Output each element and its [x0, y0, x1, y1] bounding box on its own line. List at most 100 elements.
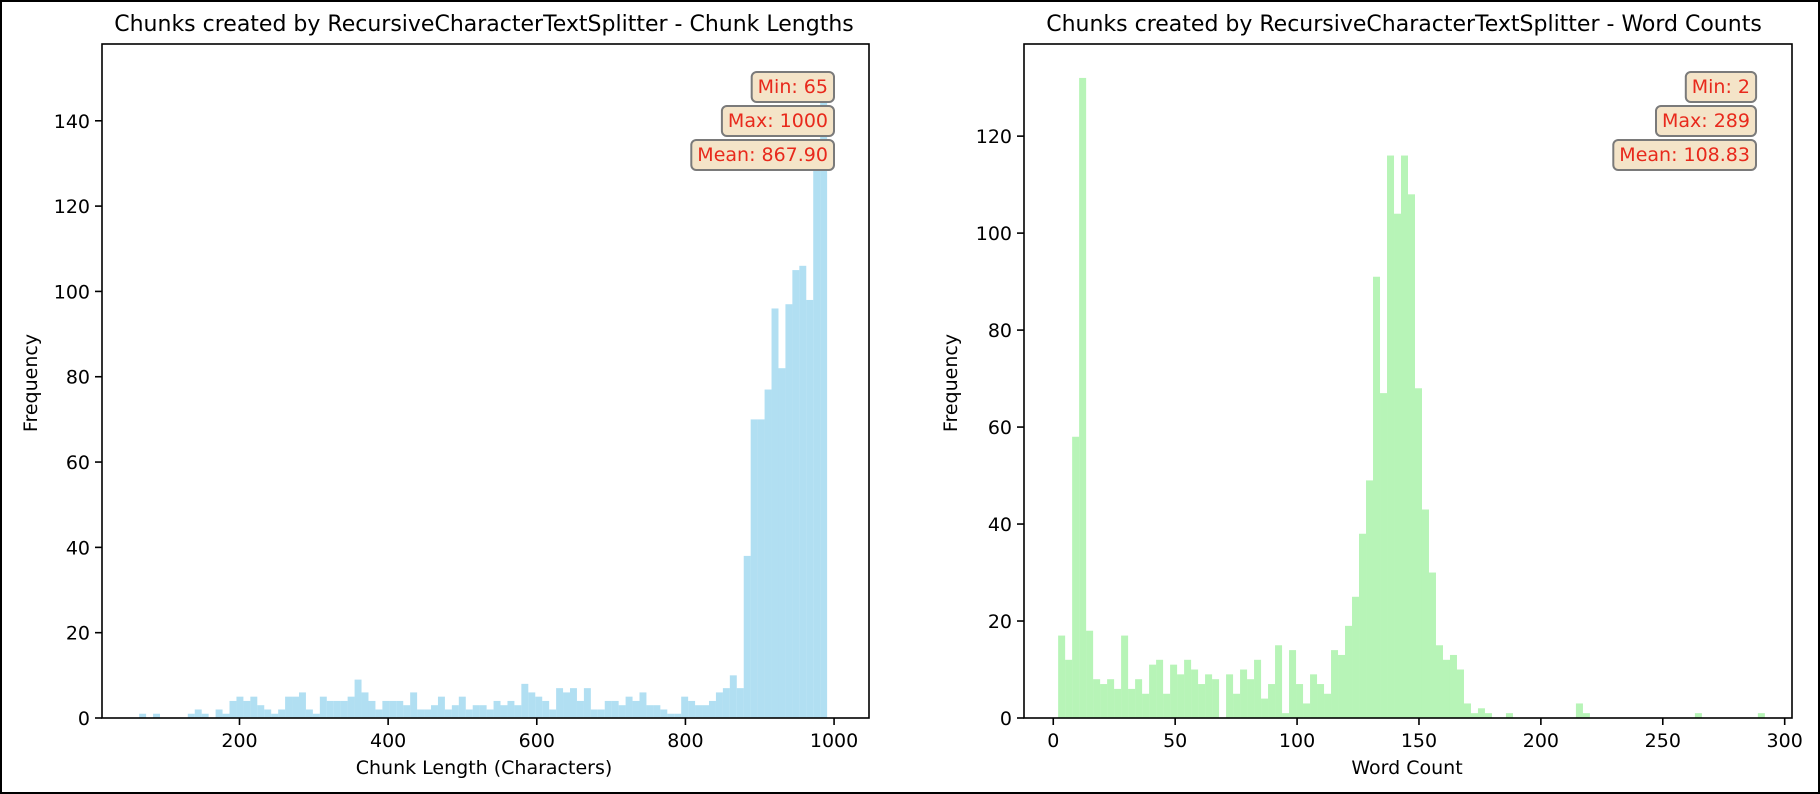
- histogram-bar: [743, 555, 751, 718]
- histogram-bar: [333, 700, 341, 718]
- y-tick-label: 80: [988, 320, 1012, 342]
- histogram-bar: [1310, 674, 1318, 718]
- histogram-bar: [444, 709, 452, 718]
- x-tick-label: 300: [1767, 730, 1803, 752]
- histogram-bar: [1401, 155, 1408, 718]
- histogram-bar: [1387, 155, 1395, 718]
- histogram-bar: [1394, 213, 1402, 718]
- histogram-bar: [187, 713, 195, 718]
- histogram-bar: [222, 713, 230, 718]
- x-tick-label: 200: [1523, 730, 1559, 752]
- stat-box: [1655, 105, 1757, 137]
- histogram-bar: [215, 709, 223, 718]
- histogram-bar: [1373, 276, 1381, 718]
- stat-annotation: Min: 65: [750, 71, 836, 103]
- histogram-bar: [340, 700, 348, 718]
- histogram-bar: [583, 688, 591, 718]
- histogram-bar: [1359, 533, 1367, 718]
- stat-box: [750, 71, 836, 103]
- stat-box: [720, 105, 836, 137]
- histogram-bar: [1380, 393, 1388, 718]
- bars-group: [1058, 77, 1765, 718]
- histogram-bar: [1484, 713, 1492, 718]
- histogram-bar: [368, 700, 376, 718]
- histogram-bar: [1345, 625, 1353, 718]
- histogram-bar: [820, 78, 828, 718]
- histogram-bar: [1366, 480, 1374, 718]
- histogram-bar: [1184, 659, 1192, 718]
- histogram-bar: [354, 679, 362, 718]
- histogram-bar: [437, 696, 445, 718]
- histogram-bar: [1442, 659, 1450, 718]
- x-tick-label: 0: [1047, 730, 1059, 752]
- histogram-bar: [243, 700, 251, 718]
- histogram-bar: [417, 709, 425, 718]
- histogram-bar: [361, 692, 369, 718]
- histogram-bar: [1324, 693, 1332, 718]
- histogram-bar: [1463, 703, 1471, 718]
- histogram-bar: [382, 700, 390, 718]
- histogram-bar: [305, 709, 313, 718]
- histogram-bar: [556, 688, 564, 718]
- ticks-group: 200 400 600 800 1000 0 20 40 60 80 100 120 140: [54, 111, 859, 752]
- stat-box: [690, 139, 835, 171]
- histogram-bar: [389, 700, 397, 718]
- histogram-bar: [1247, 679, 1255, 718]
- chunk-length-histogram: Chunks created by RecursiveCharacterText…: [20, 12, 870, 779]
- histogram-bar: [1079, 77, 1087, 718]
- histogram-bar: [611, 700, 619, 718]
- histogram-bar: [194, 709, 202, 718]
- stats-group: Min: 2 Max: 289 Mean: 108.83: [1612, 71, 1758, 171]
- stat-annotation: Max: 1000: [720, 105, 836, 137]
- y-axis-label: Frequency: [20, 334, 42, 432]
- x-axis-label: Word Count: [1351, 757, 1462, 779]
- histogram-bar: [431, 705, 438, 718]
- histogram-bar: [1205, 674, 1213, 718]
- histogram-bar: [257, 705, 265, 718]
- stats-group: Min: 65 Max: 1000 Mean: 867.90: [690, 71, 836, 171]
- x-tick-label: 200: [221, 730, 257, 752]
- histogram-bar: [1233, 693, 1241, 718]
- histogram-bar: [1114, 688, 1122, 718]
- histogram-bar: [1435, 645, 1443, 718]
- plot-frame: [1023, 43, 1793, 719]
- histogram-bar: [507, 700, 515, 718]
- histogram-bar: [1338, 654, 1346, 718]
- histogram-bar: [590, 709, 598, 718]
- histogram-bar: [757, 419, 765, 718]
- histogram-bar: [771, 308, 779, 718]
- histogram-bar: [604, 700, 612, 718]
- stat-label: Max: 1000: [728, 110, 828, 132]
- histogram-bar: [493, 700, 501, 718]
- histogram-bar: [1072, 436, 1080, 718]
- histogram-bar: [549, 709, 557, 718]
- histogram-bar: [722, 688, 730, 718]
- y-tick-label: 100: [976, 223, 1012, 245]
- histogram-bar: [264, 709, 272, 718]
- histogram-bar: [1086, 630, 1094, 718]
- histogram-bar: [1191, 669, 1199, 718]
- histogram-bar: [139, 713, 147, 718]
- histogram-bar: [750, 419, 758, 718]
- y-tick-label: 20: [66, 623, 90, 645]
- histogram-bar: [1065, 659, 1073, 718]
- x-tick-label: 1000: [810, 730, 858, 752]
- histogram-bar: [1142, 693, 1150, 718]
- y-tick-label: 60: [66, 452, 90, 474]
- histogram-bar: [396, 700, 404, 718]
- histogram-bar: [1198, 684, 1206, 718]
- histogram-bar: [576, 700, 584, 718]
- x-axis-label: Chunk Length (Characters): [356, 757, 613, 779]
- histogram-bar: [528, 692, 536, 718]
- histogram-bar: [1477, 708, 1485, 718]
- y-tick-label: 0: [78, 708, 90, 730]
- stat-box: [1684, 71, 1758, 103]
- histogram-bar: [729, 675, 737, 718]
- y-tick-label: 20: [988, 611, 1012, 633]
- histogram-bar: [1212, 679, 1220, 718]
- histogram-bar: [1275, 645, 1283, 718]
- histogram-bar: [1456, 669, 1464, 718]
- histogram-bar: [465, 709, 473, 718]
